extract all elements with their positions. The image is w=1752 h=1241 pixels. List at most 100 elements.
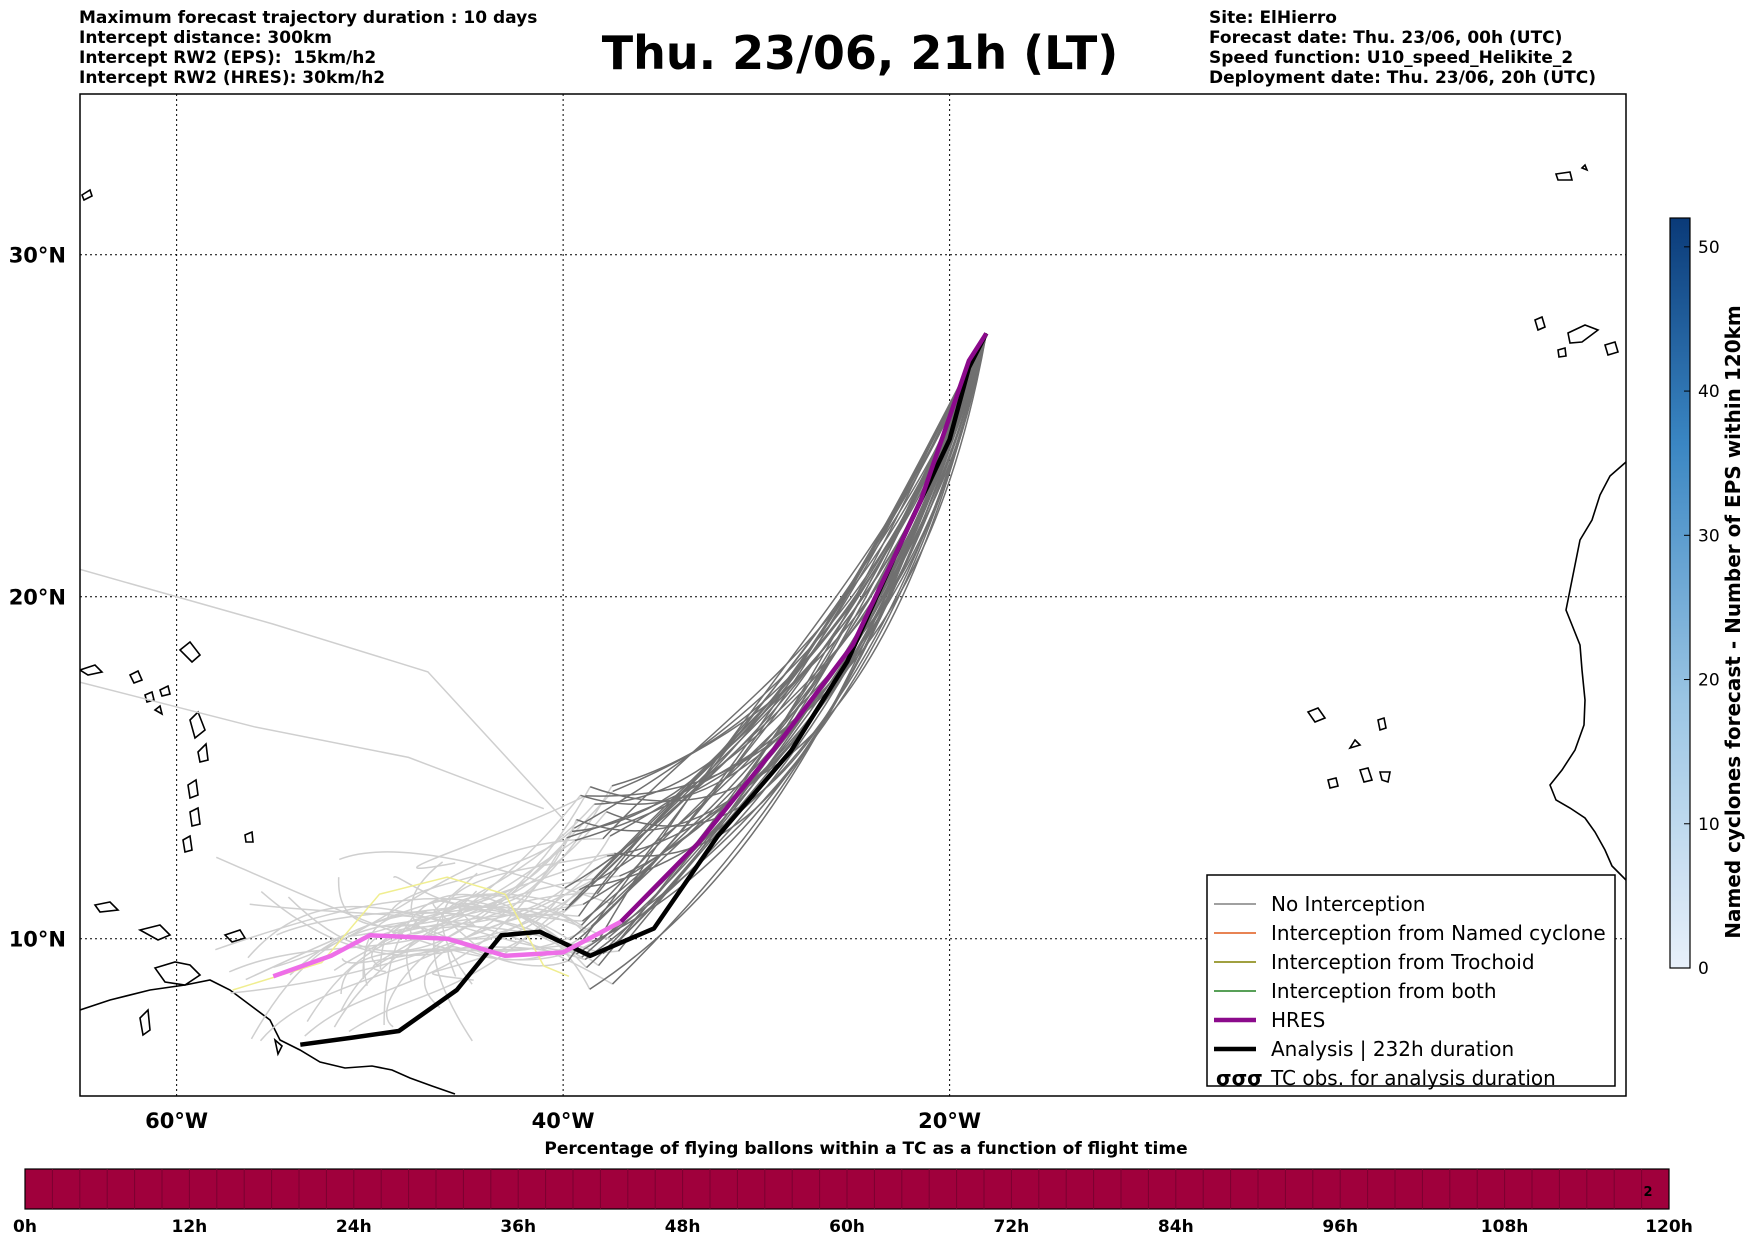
map-grid [80, 94, 1626, 1096]
eps-track-segment [341, 946, 586, 964]
colorbar-tick-label: 0 [1698, 959, 1709, 979]
colorbar-tick-label: 30 [1698, 526, 1720, 546]
header-right: Site: ElHierro Forecast date: Thu. 23/06… [1209, 8, 1596, 88]
timeline-tick-label: 96h [1322, 1217, 1358, 1237]
eps-track-segment [568, 333, 988, 906]
eps-track-segment [339, 851, 615, 906]
eps-track-segment [80, 568, 564, 820]
eps-track-segment [228, 786, 591, 973]
legend-label: Interception from Trochoid [1271, 950, 1535, 974]
eps-track-segment [215, 897, 591, 990]
max-duration-text: Maximum forecast trajectory duration : 1… [79, 8, 538, 28]
eps-track-segment [245, 893, 570, 981]
timeline-tick-label: 120h [1645, 1217, 1693, 1237]
hres-track-early [272, 919, 623, 979]
header-left: Maximum forecast trajectory duration : 1… [79, 8, 537, 88]
trinidad-tobago [153, 929, 247, 986]
coastlines [80, 163, 1626, 1095]
eps-track-segment [416, 795, 586, 869]
analysis-track [299, 332, 989, 1047]
trochoid-track [232, 876, 570, 991]
eps-track-segment [410, 861, 587, 940]
timeline-tick-label: 0h [13, 1217, 37, 1237]
eps-track-segment [598, 333, 988, 940]
eps-track-segment [80, 681, 545, 810]
legend-items: No Interception Interception from Named c… [1214, 892, 1606, 1090]
eps-track-segment [250, 811, 607, 1040]
eps-track-segment [424, 903, 584, 1009]
venezuela-islands [93, 901, 283, 1057]
site-text: Site: ElHierro [1209, 8, 1337, 28]
cyclone-symbol-icon: σσσ [1216, 1066, 1263, 1090]
intercept-distance-text: Intercept distance: 300km [79, 28, 332, 48]
timeline-tick-label: 48h [665, 1217, 701, 1237]
colorbar-tick-label: 20 [1698, 671, 1720, 691]
speed-function-text: Speed function: U10_speed_Helikite_2 [1209, 48, 1574, 68]
timeline-tick-label: 72h [994, 1217, 1030, 1237]
bermuda [81, 188, 93, 202]
eps-track-segment [386, 827, 575, 919]
timeline: Percentage of flying ballons within a TC… [13, 1139, 1693, 1237]
eps-track-segment [348, 889, 580, 1033]
colorbar-tick-label: 40 [1698, 382, 1720, 402]
lon-tick-label: 60°W [145, 1109, 208, 1133]
legend-label: Interception from both [1271, 979, 1497, 1003]
timeline-title: Percentage of flying ballons within a TC… [544, 1139, 1187, 1159]
colorbar: 0 10 20 30 40 50 Named cyclones forecast - Nu… [1669, 217, 1745, 979]
lesser-antilles [153, 640, 254, 854]
eps-track-segment [431, 887, 590, 981]
lat-tick-label: 20°N [9, 586, 66, 610]
legend-box [1206, 874, 1616, 1087]
legend-label: Interception from Named cyclone [1271, 921, 1606, 945]
lat-tick-label: 10°N [9, 928, 66, 952]
map-tick-labels: 60°W 40°W 20°W 10°N 20°N 30°N [9, 244, 981, 1133]
timeline-cells [51, 1169, 1643, 1209]
colorbar-label: Named cyclones forecast - Number of EPS … [1721, 305, 1745, 939]
legend-label: HRES [1271, 1008, 1325, 1032]
timeline-tick-label: 60h [829, 1217, 865, 1237]
eps-track-segment [586, 333, 988, 888]
west-africa-coast [1549, 461, 1626, 881]
timeline-tick-label: 84h [1158, 1217, 1194, 1237]
map-frame [79, 93, 1627, 1097]
timeline-tick-label: 108h [1481, 1217, 1529, 1237]
canary-islands [1534, 315, 1619, 358]
timeline-ticks: 0h 12h 24h 36h 48h 60h 72h 84h 96h 108h 120h [13, 1217, 1693, 1237]
hres-track-late [619, 332, 989, 924]
caribbean-coast [80, 979, 456, 1095]
intercept-eps-text: Intercept RW2 (EPS): 15km/h2 [79, 48, 377, 68]
forecast-date-text: Forecast date: Thu. 23/06, 00h (UTC) [1209, 28, 1563, 48]
page-title: Thu. 23/06, 21h (LT) [601, 26, 1119, 80]
eps-track-segment [333, 803, 595, 971]
intercept-hres-text: Intercept RW2 (HRES): 30km/h2 [79, 68, 386, 88]
colorbar-tick-label: 10 [1698, 815, 1720, 835]
deployment-date-text: Deployment date: Thu. 23/06, 20h (UTC) [1209, 68, 1596, 88]
eps-track-segment [337, 877, 598, 928]
legend-label: TC obs. for analysis duration [1270, 1066, 1556, 1090]
colorbar-gradient [1669, 217, 1691, 969]
eps-track-segment [362, 830, 573, 980]
colorbar-ticks: 0 10 20 30 40 50 [1684, 238, 1720, 979]
timeline-last-cell-value: 2 [1643, 1185, 1652, 1200]
eps-track-segment [441, 852, 615, 985]
timeline-tick-label: 12h [172, 1217, 208, 1237]
legend: No Interception Interception from Named c… [1206, 874, 1616, 1090]
eps-track-segment [433, 894, 582, 1042]
eps-track-segment [304, 837, 568, 1037]
eps-track-segment [340, 936, 609, 995]
timeline-tick-label: 36h [500, 1217, 536, 1237]
eps-track-segment [230, 880, 593, 994]
lon-tick-label: 40°W [532, 1109, 595, 1133]
eps-track-segment [409, 839, 576, 935]
cape-verde-islands [1306, 707, 1391, 789]
legend-label: Analysis | 232h duration [1271, 1037, 1514, 1061]
timeline-tick-label: 24h [336, 1217, 372, 1237]
madeira [1554, 163, 1589, 181]
legend-label: No Interception [1271, 892, 1425, 916]
eps-track-segment [433, 872, 577, 955]
eps-track-segment [287, 790, 614, 952]
lon-tick-label: 20°W [918, 1109, 981, 1133]
lat-tick-label: 30°N [9, 244, 66, 268]
colorbar-tick-label: 50 [1698, 238, 1720, 258]
